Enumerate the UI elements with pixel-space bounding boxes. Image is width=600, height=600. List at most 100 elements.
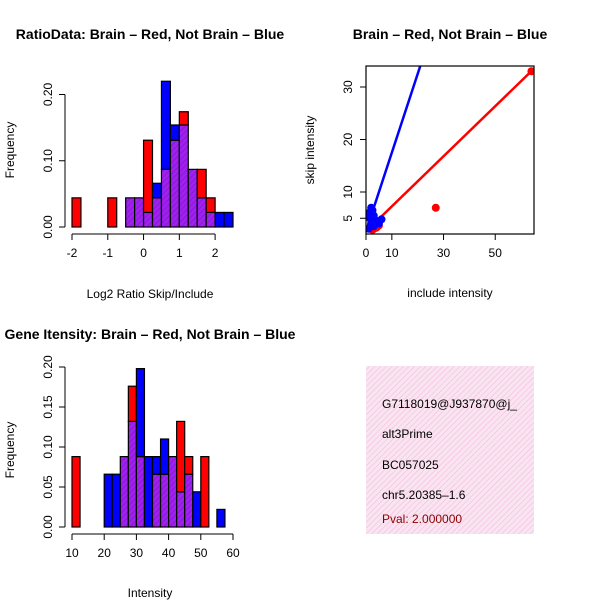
brain-bar <box>71 197 82 228</box>
scatter-clip-group <box>366 66 534 234</box>
brain-bar <box>107 197 118 228</box>
not-brain-bar <box>169 124 180 141</box>
not-brain-bar <box>160 80 171 170</box>
info-line-accession: BC057025 <box>382 458 439 472</box>
brain-bar <box>184 456 194 475</box>
intensity-scatter-plot <box>366 66 534 234</box>
overlap-bar <box>159 473 170 528</box>
not-brain-point <box>374 219 383 228</box>
overlap-bar <box>151 473 162 528</box>
info-panel: G7118019@J937870@j_ alt3Prime BC057025 c… <box>366 366 534 534</box>
y-tick-label: 0.10 <box>41 149 55 173</box>
ratio-histogram: RatioData: Brain – Red, Not Brain – Blue… <box>3 26 284 301</box>
x-tick-label: 50 <box>194 546 208 560</box>
x-tick-label: -1 <box>102 246 113 260</box>
brain-bar <box>200 456 210 528</box>
x-tick-label: 0 <box>363 246 370 260</box>
ratio-histogram-axes: -2 -1 0 1 2 0.00 0.10 0.20 <box>41 82 219 260</box>
not-brain-bar <box>214 211 225 228</box>
intensity-histogram-ylabel: Frequency <box>3 422 17 479</box>
intensity-histogram-title: Gene Itensity: Brain – Red, Not Brain – … <box>5 326 296 342</box>
overlap-bar <box>134 197 145 228</box>
not-brain-bar <box>135 368 146 458</box>
brain-bar <box>127 385 138 423</box>
overlap-bar <box>176 491 186 528</box>
brain-bar <box>178 111 189 126</box>
not-brain-bar <box>143 456 154 528</box>
y-tick-label: 0.20 <box>41 82 55 106</box>
y-tick-label: 30 <box>341 80 355 94</box>
info-panel-background <box>366 366 534 534</box>
x-tick-label: 30 <box>130 546 144 560</box>
x-tick-label: 60 <box>226 546 240 560</box>
intensity-scatter: Brain – Red, Not Brain – Blue include in… <box>303 26 547 300</box>
not-brain-bar <box>151 456 162 475</box>
x-tick-label: 10 <box>65 546 79 560</box>
y-tick-label: 0.00 <box>41 215 55 239</box>
info-line-locus: chr5.20385–1.6 <box>382 488 466 502</box>
overlap-bar <box>127 420 138 528</box>
x-tick-label: 2 <box>212 246 219 260</box>
y-tick-label: 0.20 <box>41 355 55 379</box>
x-tick-label: 50 <box>489 246 503 260</box>
y-tick-label: 0.10 <box>41 435 55 459</box>
x-tick-label: 20 <box>98 546 112 560</box>
y-tick-label: 20 <box>341 133 355 147</box>
not-brain-fit-line <box>366 66 422 232</box>
x-tick-label: 10 <box>385 246 399 260</box>
overlap-bar <box>178 124 189 228</box>
overlap-bar <box>151 197 163 228</box>
brain-bar <box>205 197 216 214</box>
not-brain-bar <box>192 491 202 528</box>
ratio-histogram-xlabel: Log2 Ratio Skip/Include <box>87 287 214 301</box>
intensity-scatter-xlabel: include intensity <box>407 286 492 300</box>
overlap-bar <box>205 211 216 228</box>
info-line-id: G7118019@J937870@j_ <box>382 397 517 411</box>
overlap-bar <box>168 456 178 528</box>
overlap-bar <box>142 211 154 228</box>
x-tick-label: 1 <box>176 246 183 260</box>
ratio-histogram-title: RatioData: Brain – Red, Not Brain – Blue <box>16 26 285 42</box>
info-pval: Pval: 2.000000 <box>382 512 462 526</box>
overlap-bar <box>196 197 207 228</box>
not-brain-bar <box>151 182 163 199</box>
brain-bar <box>176 420 186 493</box>
intensity-histogram-axes: 10 20 30 40 50 60 0.00 0.05 0.10 0.15 0.20 <box>41 355 240 560</box>
ratio-histogram-bars <box>71 80 234 228</box>
overlap-bar <box>184 473 194 528</box>
ratio-histogram-ylabel: Frequency <box>3 122 17 179</box>
overlap-bar <box>119 456 129 528</box>
info-line-event: alt3Prime <box>382 427 433 441</box>
not-brain-bar <box>159 438 170 475</box>
scatter-frame <box>365 65 535 235</box>
not-brain-bar <box>216 508 226 528</box>
brain-bar <box>142 139 154 214</box>
overlap-bar <box>125 197 136 228</box>
intensity-scatter-ylabel: skip intensity <box>303 116 317 185</box>
x-tick-label: -2 <box>67 246 78 260</box>
x-tick-label: 40 <box>162 546 176 560</box>
y-tick-label: 0.15 <box>41 395 55 419</box>
brain-bar <box>71 456 81 528</box>
not-brain-bar <box>103 473 113 528</box>
x-tick-label: 0 <box>140 246 147 260</box>
not-brain-point <box>366 224 373 233</box>
y-tick-label: 0.00 <box>41 515 55 539</box>
intensity-histogram: Gene Itensity: Brain – Red, Not Brain – … <box>3 326 296 600</box>
y-tick-label: 5 <box>341 215 355 222</box>
x-tick-label: 30 <box>437 246 451 260</box>
brain-point <box>431 203 440 212</box>
intensity-histogram-xlabel: Intensity <box>128 586 173 600</box>
overlap-bar <box>169 139 180 228</box>
brain-bar <box>196 168 207 199</box>
overlap-bar <box>187 168 198 228</box>
intensity-scatter-axes: 0 10 30 50 5 10 20 30 <box>341 65 535 260</box>
brain-point <box>527 67 534 76</box>
overlap-bar <box>160 168 171 228</box>
overlap-bar <box>135 456 146 528</box>
y-tick-label: 10 <box>341 185 355 199</box>
not-brain-bar <box>111 473 121 528</box>
not-brain-point <box>368 206 377 215</box>
brain-fit-line <box>366 67 534 233</box>
